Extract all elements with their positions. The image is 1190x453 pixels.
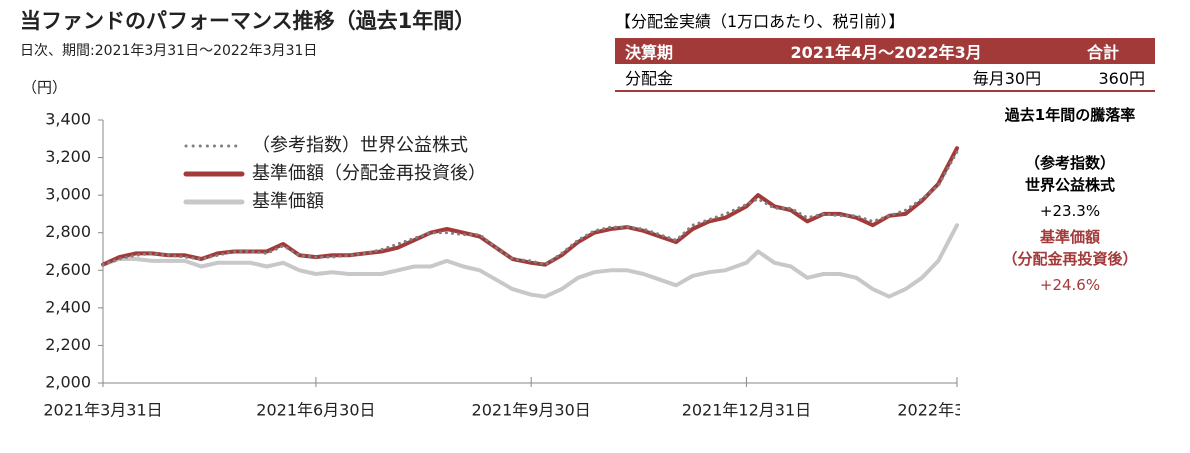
series-line — [101, 223, 959, 299]
index-label: （参考指数） — [1024, 154, 1115, 172]
y-tick-label: 2,000 — [45, 373, 91, 392]
legend-label: 基準価額（分配金再投資後） — [252, 163, 486, 184]
x-tick-label: 2021年6月30日 — [256, 401, 375, 420]
y-tick-label: 2,200 — [45, 335, 91, 354]
header-cell: 2021年4月～2022年3月 — [721, 38, 1052, 64]
y-axis-unit: （円） — [22, 79, 67, 97]
fund-label: （分配金再投資後） — [1002, 250, 1138, 268]
cell: 毎月30円 — [721, 64, 1052, 92]
header-cell: 合計 — [1051, 38, 1155, 64]
table-caption: 【分配金実績（1万口あたり、税引前）】 — [615, 12, 905, 31]
cell: 360円 — [1051, 64, 1155, 92]
fund-label: 基準価額 — [1039, 228, 1100, 246]
returns-panel: 過去1年間の騰落率 （参考指数） 世界公益株式 +23.3% 基準価額 （分配金… — [965, 104, 1175, 296]
y-tick-label: 3,400 — [45, 110, 91, 129]
index-label: 世界公益株式 — [1024, 176, 1115, 194]
x-tick-label: 2021年12月31日 — [682, 401, 811, 420]
index-return: +23.3% — [1039, 202, 1101, 220]
y-tick-label: 3,000 — [45, 185, 91, 204]
cell: 分配金 — [615, 64, 722, 92]
x-tick-label: 2021年9月30日 — [472, 401, 591, 420]
y-tick-label: 3,200 — [45, 147, 91, 166]
legend-label: 基準価額 — [252, 191, 324, 212]
y-tick-label: 2,800 — [45, 222, 91, 241]
y-tick-label: 2,400 — [45, 297, 91, 316]
series-line — [101, 146, 959, 267]
chart-title: 当ファンドのパフォーマンス推移（過去1年間） — [20, 9, 475, 33]
fund-return: +24.6% — [1039, 276, 1101, 294]
x-tick-label: 2022年3月31日 — [897, 401, 960, 420]
table: 決算期 2021年4月～2022年3月 合計 分配金 毎月30円 360円 — [615, 38, 1155, 92]
series-line — [101, 150, 959, 267]
returns-title: 過去1年間の騰落率 — [1004, 106, 1136, 124]
x-tick-label: 2021年3月31日 — [43, 401, 162, 420]
distribution-table: 【分配金実績（1万口あたり、税引前）】 決算期 2021年4月～2022年3月 合計… — [615, 8, 1155, 92]
header-cell: 決算期 — [615, 38, 722, 64]
chart-subtitle: 日次、期間:2021年3月31日～2022年3月31日 — [20, 43, 317, 59]
y-tick-label: 2,600 — [45, 260, 91, 279]
legend-label: （参考指数）世界公益株式 — [252, 135, 468, 156]
chart: 当ファンドのパフォーマンス推移（過去1年間） 日次、期間:2021年3月31日～… — [20, 9, 960, 420]
